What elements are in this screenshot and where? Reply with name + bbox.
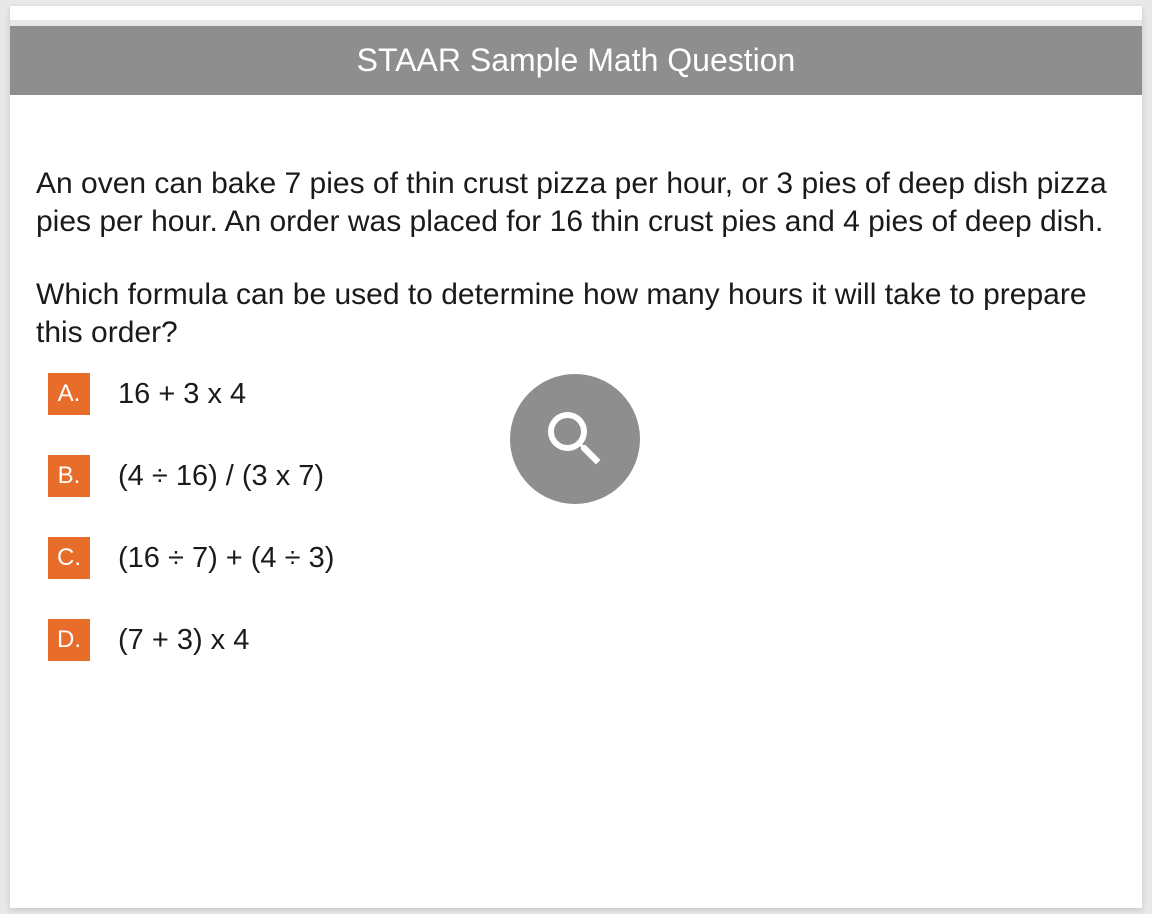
- option-badge-c: C.: [48, 537, 90, 579]
- option-text-c: (16 ÷ 7) + (4 ÷ 3): [118, 542, 334, 575]
- option-badge-d: D.: [48, 619, 90, 661]
- magnify-icon: [539, 403, 611, 475]
- header-title: STAAR Sample Math Question: [357, 42, 796, 78]
- option-c[interactable]: C. (16 ÷ 7) + (4 ÷ 3): [48, 537, 1116, 579]
- option-text-d: (7 + 3) x 4: [118, 624, 249, 657]
- header-bar: STAAR Sample Math Question: [10, 20, 1142, 95]
- option-text-b: (4 ÷ 16) / (3 x 7): [118, 460, 324, 493]
- option-d[interactable]: D. (7 + 3) x 4: [48, 619, 1116, 661]
- option-badge-a: A.: [48, 373, 90, 415]
- magnify-button[interactable]: [510, 374, 640, 504]
- question-paragraph-1: An oven can bake 7 pies of thin crust pi…: [36, 165, 1116, 240]
- option-text-a: 16 + 3 x 4: [118, 378, 246, 411]
- question-card: STAAR Sample Math Question An oven can b…: [10, 6, 1142, 908]
- question-paragraph-2: Which formula can be used to determine h…: [36, 276, 1116, 351]
- option-badge-b: B.: [48, 455, 90, 497]
